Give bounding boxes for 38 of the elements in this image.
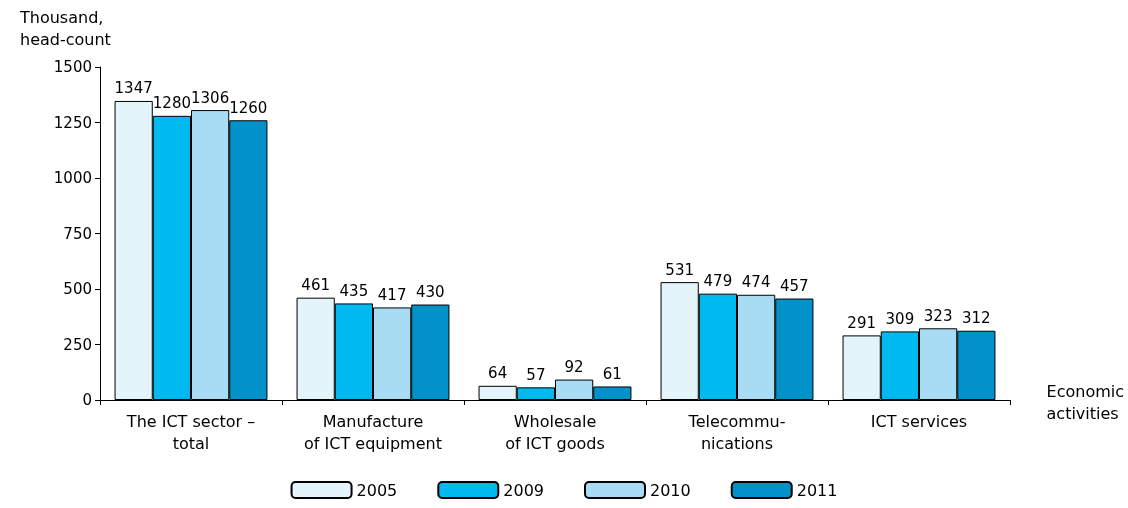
- data-label: 64: [488, 364, 508, 383]
- data-label: 531: [665, 260, 694, 279]
- y-tick-label: 0: [82, 391, 92, 409]
- data-label: 61: [602, 364, 622, 383]
- data-label: 1280: [152, 94, 191, 113]
- legend-label: 2005: [356, 480, 398, 500]
- legend-label: 2011: [796, 480, 838, 500]
- x-tick-label: Telecommu- nications: [687, 411, 786, 453]
- y-tick-label: 250: [63, 335, 92, 354]
- y-tick-label: 1000: [53, 169, 92, 187]
- x-tick-label: ICT services: [870, 411, 968, 431]
- data-label: 312: [962, 309, 991, 328]
- legend-label: 2010: [650, 480, 691, 500]
- y-tick-label: 1250: [53, 113, 92, 132]
- data-label: 309: [885, 309, 915, 328]
- y-axis-title: Thousand, head-count: [19, 7, 111, 49]
- data-label: 417: [377, 285, 407, 304]
- legend-label: 2009: [503, 480, 544, 500]
- data-label: 1260: [229, 98, 268, 117]
- data-label: 323: [923, 306, 953, 325]
- data-label: 430: [416, 283, 445, 302]
- data-label: 435: [339, 281, 369, 300]
- x-tick-label: Manufacture of ICT equipment: [304, 411, 442, 453]
- data-label: 474: [741, 273, 771, 292]
- x-tick-label: The ICT sector – total: [125, 411, 256, 453]
- y-tick-label: 750: [63, 224, 92, 243]
- data-label: 461: [301, 276, 330, 295]
- data-label: 57: [526, 365, 546, 384]
- y-tick-label: 1500: [53, 58, 92, 76]
- data-label: 479: [703, 272, 733, 291]
- data-label: 1306: [191, 88, 230, 107]
- data-label: 92: [564, 358, 584, 377]
- data-label: 291: [847, 313, 876, 332]
- x-axis-title: Economic activities: [1046, 381, 1124, 423]
- data-label: 1347: [114, 79, 153, 98]
- x-tick-label: Wholesale of ICT goods: [505, 411, 605, 453]
- data-label: 457: [780, 277, 809, 296]
- y-tick-label: 500: [63, 280, 92, 298]
